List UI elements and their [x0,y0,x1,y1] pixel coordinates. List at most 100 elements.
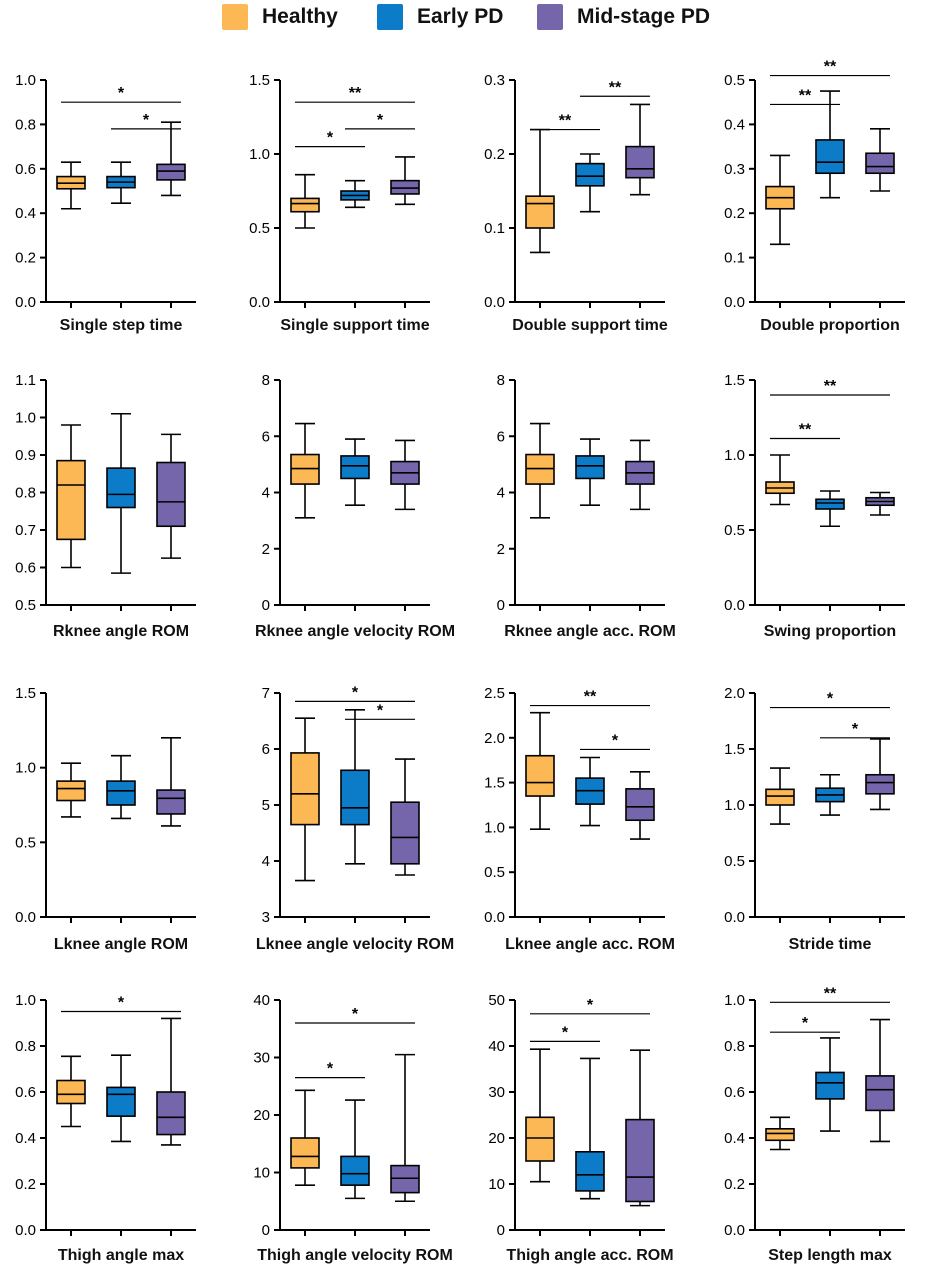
box-iqr [290,197,320,213]
box-early [575,1057,605,1200]
significance-label: * [118,995,125,1012]
y-tick-label: 0.5 [484,864,505,881]
y-tick-label: 0.1 [724,250,745,267]
y-tick-label: 20 [488,1130,505,1147]
y-tick-label: 4 [497,485,505,502]
box-healthy [56,762,86,818]
box-iqr [625,788,655,822]
chart-title: Lknee angle ROM [54,936,188,953]
significance-label: ** [349,85,362,102]
legend-item-early-pd: Early PD [377,4,503,30]
significance-label: * [118,85,125,102]
significance-label: ** [799,422,812,439]
box-iqr [865,1075,895,1112]
legend-label-mid-stage-pd: Mid-stage PD [577,5,711,28]
legend-item-mid-stage-pd: Mid-stage PD [537,4,710,30]
legend: Healthy Early PD Mid-stage PD [0,0,941,36]
box-early [340,179,370,209]
y-tick-label: 0.6 [724,1084,745,1101]
y-tick-label: 1.5 [724,741,745,758]
y-tick-label: 0.0 [249,294,270,311]
box-healthy [525,422,555,519]
box-iqr [106,1086,136,1117]
chart-panel: 0.00.20.40.60.81.0 ***Step length max [724,985,905,1264]
box-mid [865,491,895,516]
box-healthy [290,422,320,519]
chart-panel: 0.00.51.01.5****Single support time [249,72,430,334]
significance-label: * [852,721,859,738]
box-healthy [290,173,320,229]
y-tick-label: 10 [253,1165,270,1182]
y-tick-label: 7 [262,685,270,702]
y-tick-label: 5 [262,797,270,814]
y-tick-label: 1.5 [15,685,36,702]
chart-title: Lknee angle acc. ROM [505,936,675,953]
significance-label: ** [824,378,837,395]
box-iqr [765,788,795,806]
significance-label: ** [824,59,837,76]
y-tick-label: 0.2 [724,205,745,222]
box-mid [156,121,186,197]
significance-label: * [143,112,150,129]
box-iqr [865,773,895,795]
y-tick-label: 50 [488,992,505,1009]
box-early [815,490,845,528]
chart-title: Step length max [768,1247,892,1264]
box-mid [390,1053,420,1203]
y-tick-label: 1.0 [724,797,745,814]
box-early [815,90,845,199]
y-tick-label: 2.0 [484,730,505,747]
y-tick-label: 0.0 [724,909,745,926]
box-healthy [765,1116,795,1151]
box-iqr [340,455,370,480]
legend-swatch-early-pd [377,4,403,30]
box-healthy [525,128,555,254]
significance-label: ** [799,87,812,104]
y-tick-label: 0.0 [724,294,745,311]
y-tick-label: 1.0 [15,410,36,427]
box-early [340,708,370,865]
y-tick-label: 0.4 [15,1130,36,1147]
chart-panel: 0.0 0.2 0.4 0.6 0.8 1.0 * Thigh angle max [15,992,196,1264]
box-healthy [765,154,795,246]
box-mid [156,1017,186,1146]
y-tick-label: 1.1 [15,372,36,389]
chart-panel: 0 2 4 6 8 Rknee angle velocity ROM [255,372,455,640]
chart-panel: 0 2 4 6 8 Rknee angle acc. ROM [497,372,676,640]
chart-panel: 0.0 0.5 1.0 1.5 ** ** Swing proportion [724,372,905,640]
box-iqr [390,801,420,865]
y-tick-label: 0.6 [15,560,36,577]
significance-label: * [327,130,334,147]
chart-panel: 0.0 0.1 0.2 0.3 0.4 0.5 ** ** Double proportion [724,59,905,334]
box-mid [865,128,895,192]
y-tick-label: 0.5 [15,834,36,851]
chart-title: Swing proportion [764,623,896,640]
box-mid [156,736,186,827]
box-iqr [525,195,555,229]
y-tick-label: 0 [497,1222,505,1239]
y-tick-label: 6 [497,428,505,445]
significance-label: * [562,1024,569,1041]
y-tick-label: 2.5 [484,685,505,702]
box-iqr [765,1128,795,1142]
y-tick-label: 0.5 [249,220,270,237]
y-tick-label: 0.1 [484,220,505,237]
y-tick-label: 1.0 [15,760,36,777]
significance-label: ** [559,113,572,130]
box-iqr [156,789,186,815]
significance-label: * [802,1015,809,1032]
legend-swatch-healthy [222,4,248,30]
y-tick-label: 0.0 [484,909,505,926]
chart-panel: 0.0 0.5 1.0 1.5 2.0 * * Stride time [724,685,905,953]
y-tick-label: 30 [253,1050,270,1067]
box-iqr [815,139,845,175]
y-tick-label: 40 [488,1038,505,1055]
significance-label: * [377,702,384,719]
y-tick-label: 1.0 [724,992,745,1009]
box-iqr [525,754,555,797]
y-tick-label: 1.5 [724,372,745,389]
legend-swatch-mid-stage-pd [537,4,563,30]
box-iqr [625,145,655,179]
significance-label: * [587,997,594,1014]
box-iqr [156,1091,186,1136]
